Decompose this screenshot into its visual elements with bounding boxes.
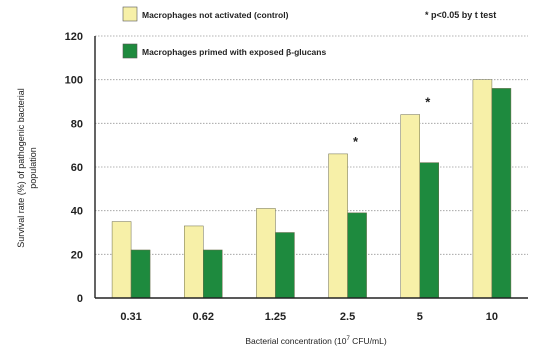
bars <box>111 79 512 299</box>
y-tick-label: 0 <box>77 293 83 305</box>
bar-control <box>328 153 348 299</box>
legend-swatch-control <box>122 6 138 22</box>
bar-control <box>472 79 493 299</box>
legend-label-control: Macrophages not activated (control) <box>142 10 289 20</box>
x-tick-label: 5 <box>417 311 423 323</box>
y-tick-label: 40 <box>71 206 83 218</box>
bar-control <box>400 114 420 299</box>
y-tick-labels: 0 20 40 60 80 100 120 <box>65 31 83 305</box>
grid-lines <box>95 35 528 255</box>
x-tick-label: 0.31 <box>120 311 141 323</box>
significance-markers: ** <box>353 95 431 149</box>
x-axis-label-main: Bacterial concentration (10 <box>245 336 346 346</box>
y-tick-label: 100 <box>65 75 83 87</box>
x-tick-labels: 0.31 0.62 1.25 2.5 5 10 <box>120 311 498 323</box>
x-tick-label: 10 <box>486 311 498 323</box>
bar-primed <box>130 249 151 299</box>
x-tick-label: 0.62 <box>193 311 214 323</box>
significance-marker: * <box>425 95 431 110</box>
bar-primed <box>419 162 439 299</box>
y-tick-label: 20 <box>71 249 83 261</box>
y-axis-label-line1: Survival rate (%) of pathogenic bacteria… <box>16 88 26 248</box>
y-tick-label: 80 <box>71 118 83 130</box>
legend-swatch-primed <box>122 43 138 59</box>
legend: Macrophages not activated (control) Macr… <box>122 6 326 59</box>
bar-primed <box>203 249 223 299</box>
bar-primed <box>275 232 295 299</box>
y-axis-label: Survival rate (%) of pathogenic bacteria… <box>16 88 38 248</box>
axes <box>94 36 528 299</box>
y-axis-label-line2: population <box>28 147 38 189</box>
x-tick-label: 2.5 <box>340 311 355 323</box>
y-tick-label: 120 <box>65 31 83 43</box>
x-axis-label-superscript: 7 <box>346 336 350 342</box>
x-tick-label: 1.25 <box>265 311 286 323</box>
bar-primed <box>347 212 367 299</box>
bar-control <box>256 208 276 299</box>
y-tick-label: 60 <box>71 162 83 174</box>
bar-control <box>111 221 132 299</box>
significance-marker: * <box>353 134 359 149</box>
x-axis-label: Bacterial concentration (107 CFU/mL) <box>245 336 386 346</box>
bar-control <box>184 225 204 299</box>
significance-note: * p<0.05 by t test <box>425 10 496 20</box>
legend-label-primed: Macrophages primed with exposed β-glucan… <box>142 47 326 57</box>
x-axis-label-tail: CFU/mL) <box>350 336 387 346</box>
bar-primed <box>491 88 512 299</box>
